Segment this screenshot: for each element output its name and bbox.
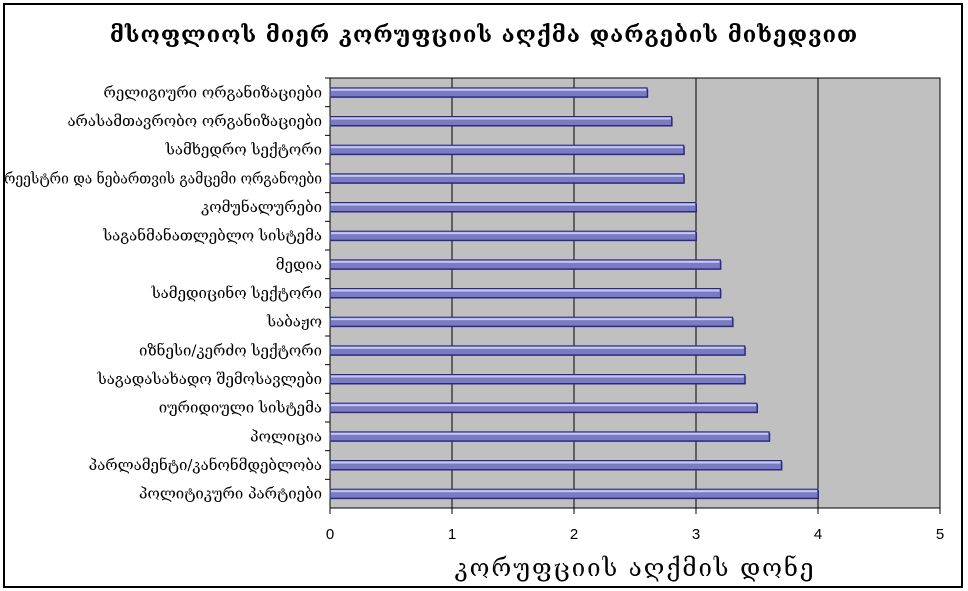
category-label-4: კომუნალურები bbox=[201, 198, 322, 216]
bar-2 bbox=[329, 144, 685, 155]
bar-highlight-2 bbox=[331, 146, 683, 149]
category-label-3: რეესტრი და ნებართვის გამცემი ორგანოები bbox=[4, 169, 322, 187]
x-tick-label-2: 2 bbox=[570, 526, 578, 543]
bar-10 bbox=[329, 374, 746, 384]
category-label-11: იურიდიული სისტემა bbox=[159, 399, 322, 417]
bar-8 bbox=[329, 316, 734, 327]
bar-13 bbox=[329, 460, 782, 470]
bar-6 bbox=[329, 259, 721, 270]
bar-highlight-0 bbox=[331, 88, 647, 91]
bar-1 bbox=[329, 116, 673, 126]
bar-5 bbox=[329, 230, 697, 241]
bar-11 bbox=[329, 402, 758, 413]
bar-4 bbox=[329, 202, 697, 212]
category-label-0: რელიგიური ორგანიზაციები bbox=[103, 83, 322, 101]
x-tick-label-1: 1 bbox=[448, 526, 456, 543]
bar-highlight-1 bbox=[331, 117, 671, 120]
chart-title: მსოფლიოს მიერ კორუფციის აღქმა დარგების მ… bbox=[109, 22, 859, 48]
category-label-12: პოლიცია bbox=[250, 427, 322, 445]
bar-highlight-9 bbox=[331, 346, 744, 349]
x-tick-label-5: 5 bbox=[936, 526, 944, 543]
bar-highlight-14 bbox=[331, 490, 817, 493]
bar-highlight-12 bbox=[331, 432, 769, 435]
bar-highlight-6 bbox=[331, 260, 720, 263]
category-label-7: სამედიცინო სექტორი bbox=[151, 284, 322, 302]
bar-7 bbox=[329, 288, 721, 298]
category-label-9: იზნესი/კერძო სექტორი bbox=[139, 341, 322, 359]
x-axis-label: კორუფციის აღქმის დონე bbox=[454, 554, 816, 582]
bar-3 bbox=[329, 173, 685, 184]
category-label-2: სამხედრო სექტორი bbox=[165, 141, 322, 159]
bar-highlight-11 bbox=[331, 404, 756, 407]
bar-14 bbox=[329, 488, 819, 499]
bar-9 bbox=[329, 345, 746, 356]
x-tick-label-0: 0 bbox=[326, 526, 334, 543]
category-label-6: მედია bbox=[276, 255, 322, 273]
x-tick-label-3: 3 bbox=[692, 526, 700, 543]
category-label-1: არასამთავრობო ორგანიზაციები bbox=[67, 112, 322, 130]
bar-highlight-13 bbox=[331, 461, 781, 464]
bar-highlight-5 bbox=[331, 232, 695, 235]
bar-highlight-10 bbox=[331, 375, 744, 378]
bar-highlight-8 bbox=[331, 318, 732, 321]
category-label-13: პარლამენტი/კანონმდებლობა bbox=[89, 456, 322, 474]
bar-12 bbox=[329, 431, 770, 442]
bar-highlight-4 bbox=[331, 203, 695, 206]
x-tick-label-4: 4 bbox=[814, 526, 822, 543]
category-label-8: საბაჟო bbox=[266, 313, 322, 331]
bar-highlight-7 bbox=[331, 289, 720, 292]
bar-highlight-3 bbox=[331, 174, 683, 177]
category-label-14: პოლიტიკური პარტიები bbox=[139, 485, 322, 503]
bar-0 bbox=[329, 87, 648, 98]
category-label-10: საგადასახადო შემოსავლები bbox=[97, 370, 322, 388]
category-label-5: საგანმანათლებლო სისტემა bbox=[102, 227, 322, 245]
